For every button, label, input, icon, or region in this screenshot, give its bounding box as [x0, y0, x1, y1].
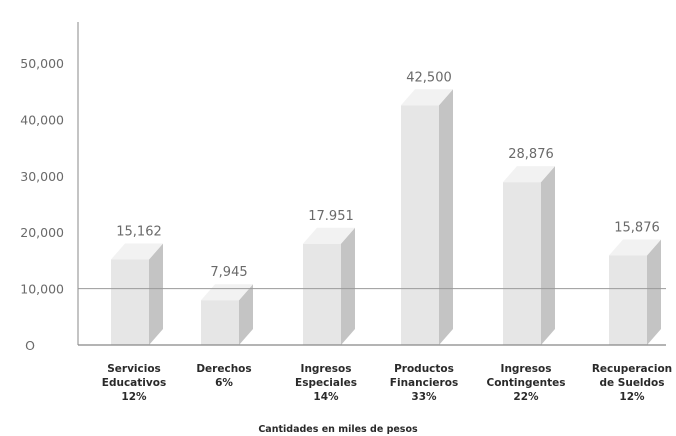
category-label-line: Recuperacion — [592, 363, 672, 375]
bar-side — [341, 227, 355, 345]
bar — [401, 89, 453, 345]
category-label-line: Derechos — [196, 363, 251, 375]
data-label: 42,500 — [406, 70, 452, 85]
y-tick-label: 20,000 — [20, 225, 64, 240]
category-label-line: Contingentes — [487, 377, 566, 389]
category-label-line: Educativos — [102, 377, 166, 389]
data-label: 28,876 — [508, 147, 554, 162]
category-label: Servicios Educativos 12% — [102, 363, 166, 403]
category-label-line: Productos — [394, 363, 454, 375]
y-tick-label: O — [25, 338, 35, 353]
category-label: Productos Financieros 33% — [390, 363, 458, 403]
bar-top — [609, 239, 661, 256]
y-tick-label: 10,000 — [20, 282, 64, 297]
bar-top — [303, 227, 355, 244]
bar-top — [111, 243, 163, 260]
category-label-line: 33% — [411, 391, 437, 403]
bar-front — [609, 255, 647, 345]
bar — [303, 227, 355, 345]
x-axis-title: Cantidades en miles de pesos — [258, 424, 418, 435]
bar — [111, 243, 163, 345]
category-label-line: 12% — [121, 391, 147, 403]
category-label-line: de Sueldos — [599, 377, 664, 389]
category-label-line: Ingresos — [501, 363, 552, 375]
bar-top — [503, 166, 555, 183]
data-labels: 15,162 7,945 17.951 42,500 28,876 15,876 — [116, 70, 660, 280]
bar-side — [439, 89, 453, 345]
bar-front — [401, 105, 439, 345]
category-label: Ingresos Especiales 14% — [295, 363, 357, 403]
category-label-line: Ingresos — [301, 363, 352, 375]
bar — [201, 284, 253, 345]
category-label-line: 6% — [215, 377, 233, 389]
category-labels: Servicios Educativos 12% Derechos 6% Ingresos… — [102, 363, 672, 403]
category-label-line: Financieros — [390, 377, 458, 389]
y-tick-label: 50,000 — [20, 56, 64, 71]
data-label: 7,945 — [210, 265, 247, 280]
y-tick-label: 30,000 — [20, 169, 64, 184]
data-label: 17.951 — [308, 209, 354, 224]
bars — [111, 89, 661, 345]
category-label-line: 12% — [619, 391, 645, 403]
bar-side — [149, 243, 163, 345]
bar-front — [303, 243, 341, 345]
category-label: Recuperacion de Sueldos 12% — [592, 363, 672, 403]
bar-front — [201, 300, 239, 345]
bar-side — [541, 166, 555, 345]
category-label-line: 14% — [313, 391, 339, 403]
category-label-line: Servicios — [107, 363, 161, 375]
category-label-line: 22% — [513, 391, 539, 403]
bar-top — [401, 89, 453, 106]
axes — [77, 22, 666, 346]
data-label: 15,876 — [614, 220, 660, 235]
category-label-line: Especiales — [295, 377, 357, 389]
data-label: 15,162 — [116, 224, 162, 239]
category-label: Ingresos Contingentes 22% — [487, 363, 566, 403]
bar-side — [647, 239, 661, 345]
bar-side — [239, 284, 253, 345]
bar-front — [503, 182, 541, 345]
y-axis-ticks: O 10,000 20,000 30,000 40,000 50,000 — [20, 56, 64, 353]
bar — [609, 239, 661, 345]
bar-front — [111, 259, 149, 345]
category-label: Derechos 6% — [196, 363, 251, 389]
y-tick-label: 40,000 — [20, 112, 64, 127]
bar — [503, 166, 555, 345]
